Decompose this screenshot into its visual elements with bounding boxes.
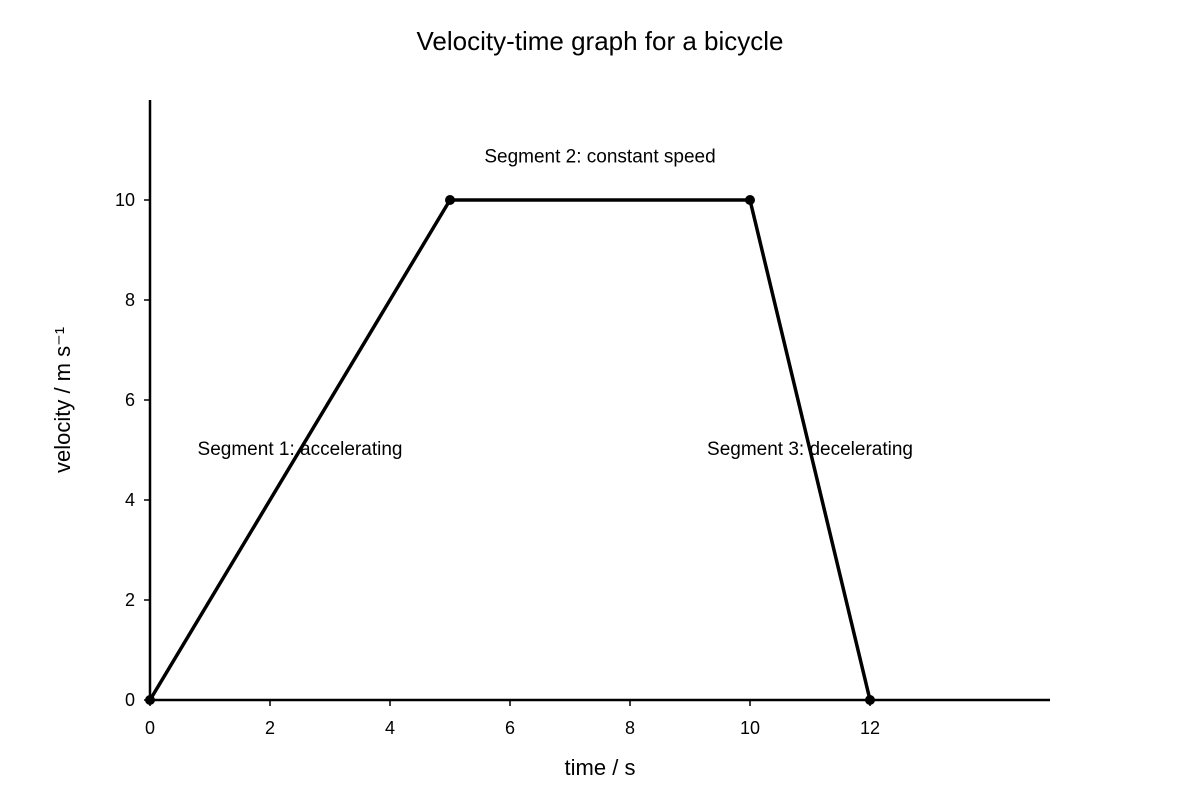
data-point bbox=[865, 695, 875, 705]
chart-title: Velocity-time graph for a bicycle bbox=[416, 26, 783, 56]
x-tick-label: 10 bbox=[740, 718, 760, 738]
velocity-series-line bbox=[148, 198, 872, 701]
data-point bbox=[445, 195, 455, 205]
y-tick-label: 6 bbox=[125, 390, 135, 410]
y-axis-label: velocity / m s⁻¹ bbox=[50, 327, 75, 473]
y-tick-label: 10 bbox=[115, 190, 135, 210]
x-tick-label: 12 bbox=[860, 718, 880, 738]
y-tick-label: 2 bbox=[125, 590, 135, 610]
segment-annotation: Segment 1: accelerating bbox=[198, 439, 403, 460]
x-tick-label: 0 bbox=[145, 718, 155, 738]
data-point bbox=[745, 195, 755, 205]
segment-annotation: Segment 3: decelerating bbox=[707, 439, 913, 460]
y-tick-label: 0 bbox=[125, 690, 135, 710]
y-tick-label: 4 bbox=[125, 490, 135, 510]
x-tick-label: 8 bbox=[625, 718, 635, 738]
ticks: 0 2 4 6 8 10 12 0 2 4 6 8 10 bbox=[115, 190, 880, 738]
annotations: Segment 1: accelerating Segment 2: consta… bbox=[198, 147, 913, 461]
series bbox=[145, 195, 875, 705]
y-tick-label: 8 bbox=[125, 290, 135, 310]
axes bbox=[148, 100, 1050, 702]
data-point bbox=[145, 695, 155, 705]
x-axis-label: time / s bbox=[565, 755, 636, 780]
x-tick-label: 2 bbox=[265, 718, 275, 738]
x-tick-label: 6 bbox=[505, 718, 515, 738]
x-tick-label: 4 bbox=[385, 718, 395, 738]
segment-annotation: Segment 2: constant speed bbox=[484, 147, 715, 168]
